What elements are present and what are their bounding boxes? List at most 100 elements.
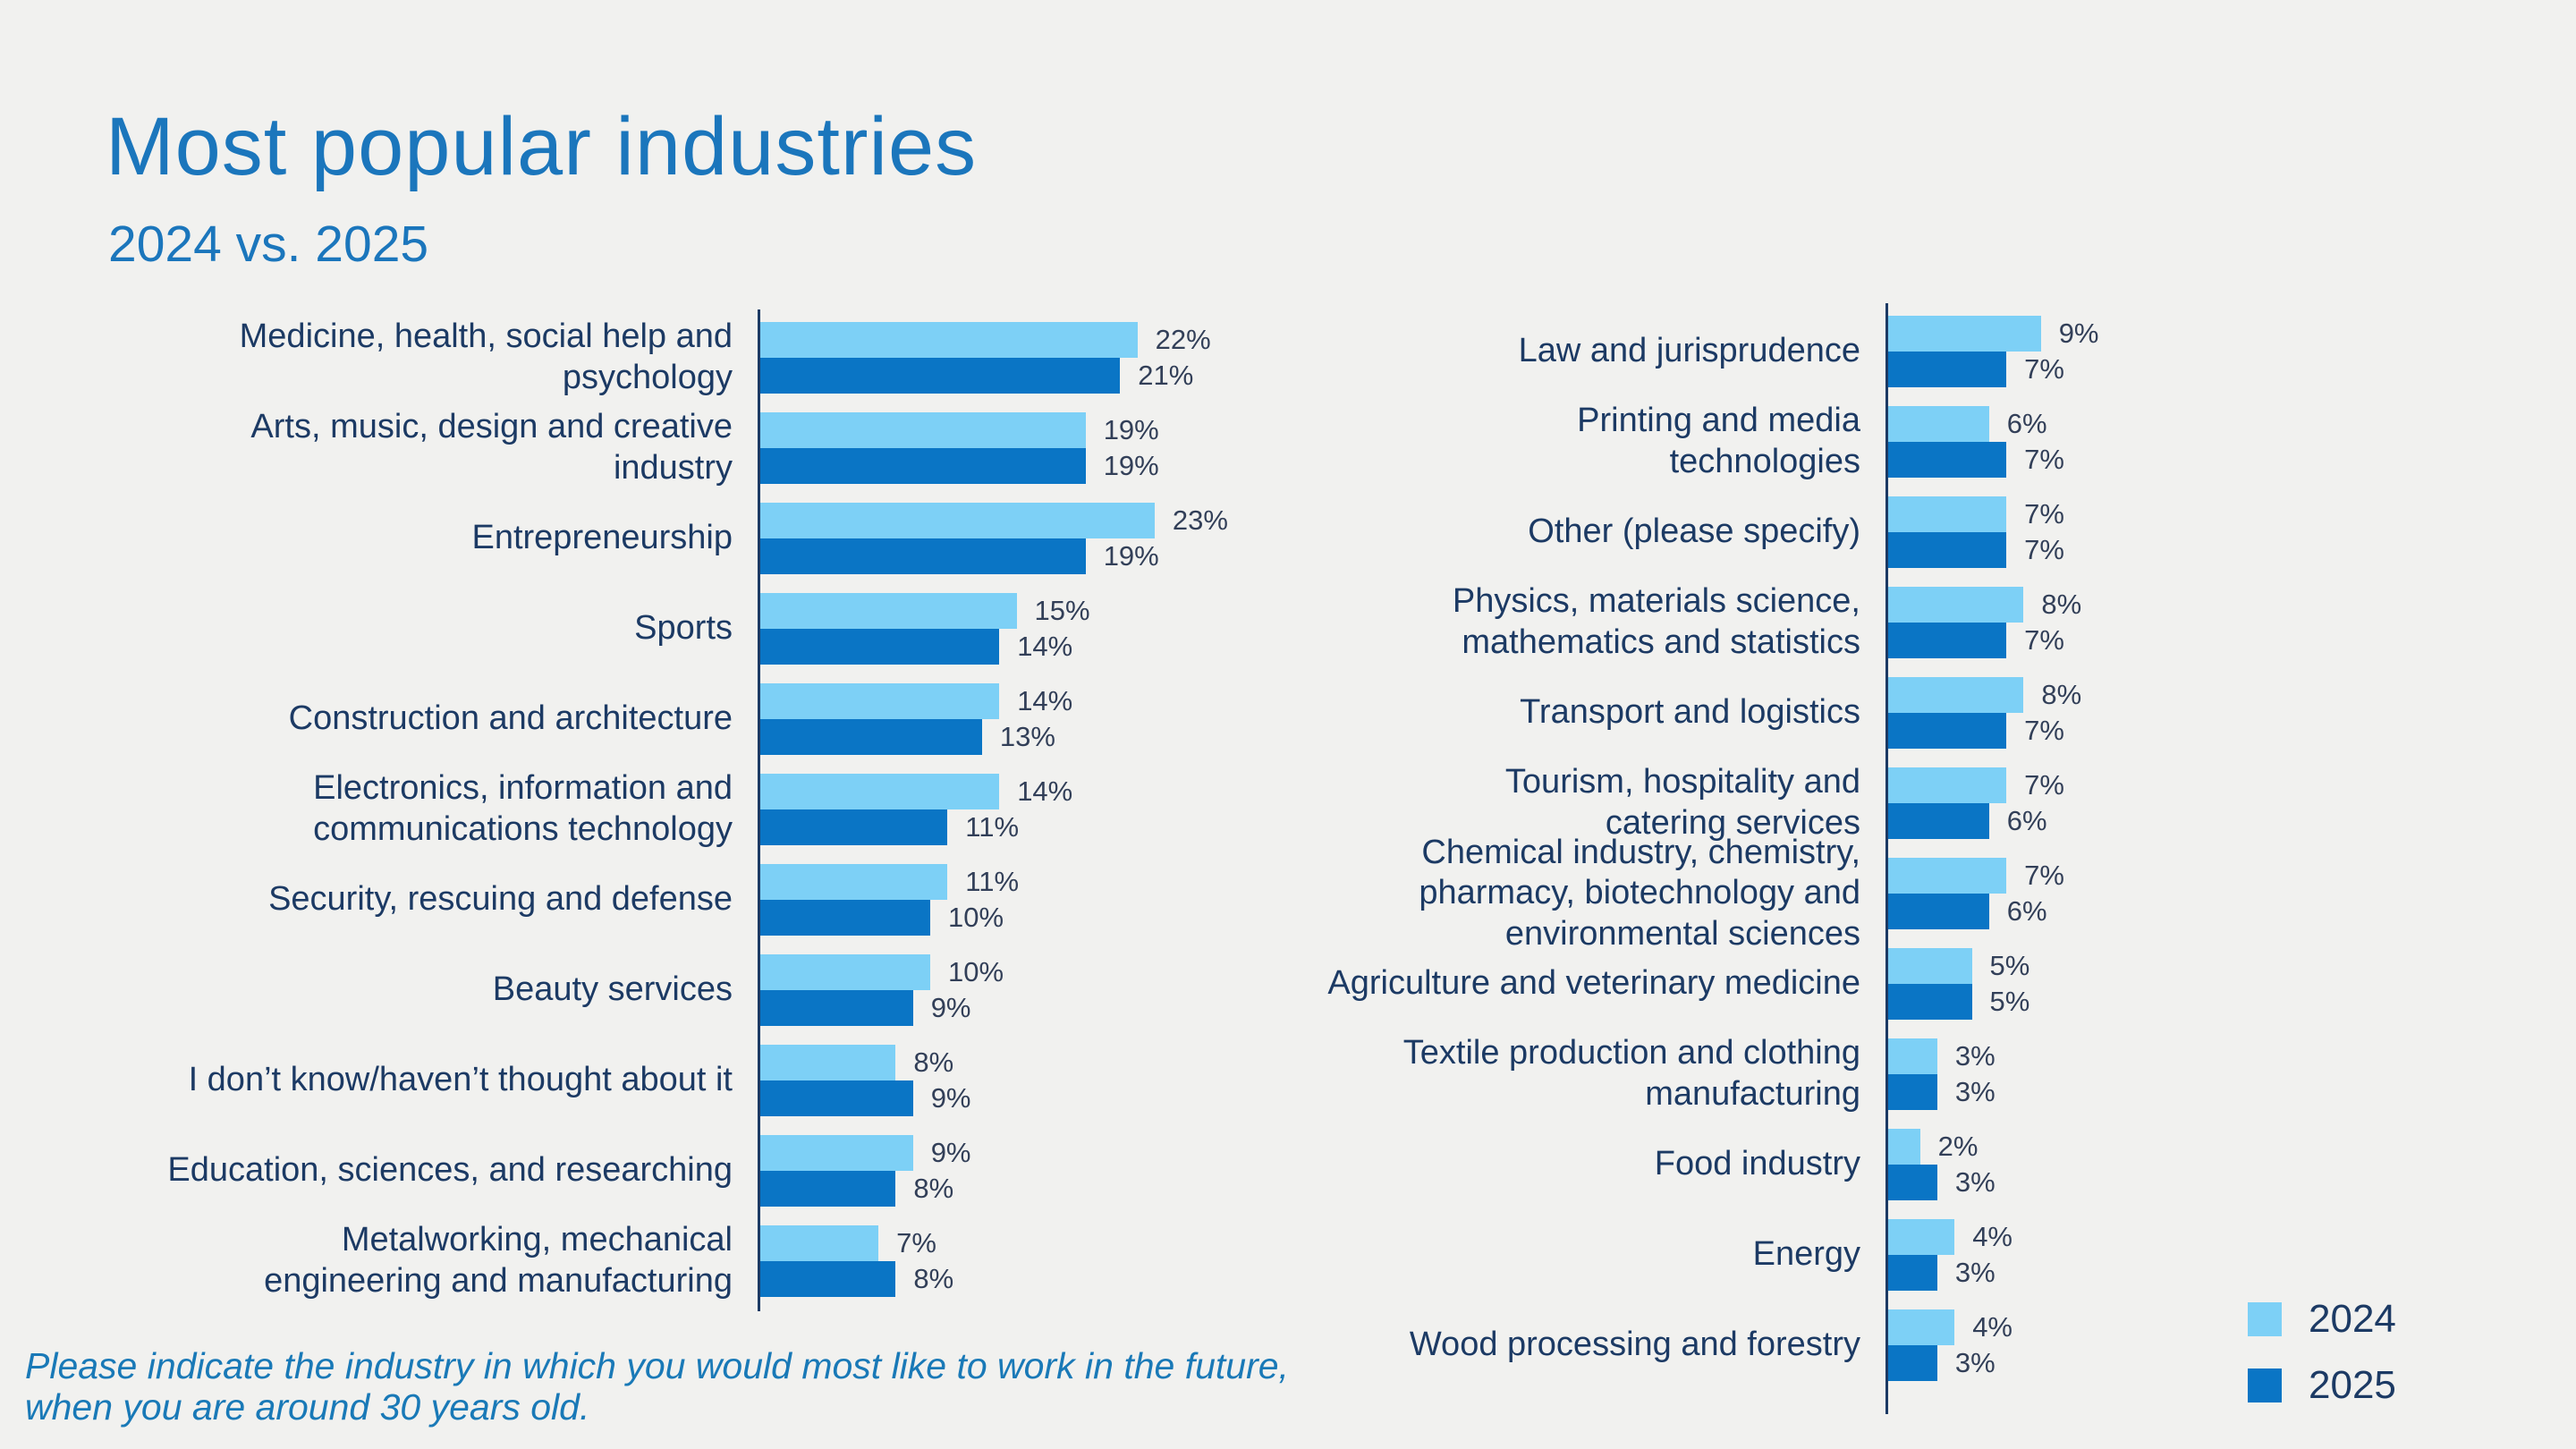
category-row: Other (please specify) 7% 7% [1199,496,2254,587]
bar-2024 [1885,587,2024,623]
value-label-2025: 14% [1017,631,1073,662]
bar-pair: 8% 9% [758,1045,971,1116]
bar-line-2025: 7% [1885,713,2081,749]
value-label-2024: 3% [1954,1040,1996,1072]
bar-2025 [1885,532,2007,568]
bar-pair: 11% 10% [758,864,1019,936]
axis-line-left [758,309,760,1311]
category-label: Entrepreneurship [471,519,733,557]
bar-2025 [1885,623,2007,658]
value-label-2025: 7% [2024,353,2064,385]
bar-pair: 2% 3% [1885,1129,1996,1200]
legend-swatch-2025-icon [2248,1368,2282,1402]
category-row: Physics, materials science, mathematics … [1199,582,2254,677]
page-title: Most popular industries [106,101,978,192]
category-row: Printing and media technologies 6% 7% [1199,402,2254,496]
bar-line-2024: 14% [758,774,1072,809]
bar-pair: 4% 3% [1885,1309,2012,1381]
value-label-2025: 11% [965,811,1020,843]
bar-pair: 22% 21% [758,322,1211,394]
category-label: Tourism, hospitality and catering servic… [1504,763,1860,842]
value-label-2025: 3% [1954,1257,1996,1288]
bar-2024 [758,1045,896,1080]
survey-question-line2: when you are around 30 years old. [25,1386,590,1428]
bar-line-2024: 3% [1885,1038,1996,1074]
category-row: Law and jurisprudence 9% 7% [1199,316,2254,406]
bar-2024 [758,864,948,900]
value-label-2025: 5% [1989,986,2030,1017]
value-label-2025: 6% [2006,895,2047,927]
bar-2025 [1885,442,2007,478]
category-label: Physics, materials science, mathematics … [1452,582,1860,661]
value-label-2024: 7% [2024,860,2064,891]
value-label-2025: 9% [930,1082,971,1114]
category-label: Metalworking, mechanical engineering and… [264,1221,733,1300]
category-row: Entrepreneurship 23% 19% [96,503,1312,593]
value-label-2025: 7% [2024,444,2064,475]
bar-2024 [1885,858,2007,894]
bar-2025 [1885,713,2007,749]
category-label: Textile production and clothing manufact… [1402,1034,1860,1113]
value-label-2024: 22% [1155,324,1211,355]
bar-line-2024: 9% [758,1135,971,1171]
category-label: Education, sciences, and researching [167,1151,733,1190]
category-label: Security, rescuing and defense [268,880,733,919]
bar-2024 [1885,316,2041,352]
category-label: Electronics, information and communicati… [313,769,733,848]
bar-line-2024: 14% [758,683,1072,719]
value-label-2024: 11% [965,866,1020,897]
bar-line-2025: 7% [1885,442,2064,478]
category-label: Arts, music, design and creative industr… [250,408,733,487]
value-label-2025: 8% [913,1173,954,1204]
bar-line-2024: 9% [1885,316,2099,352]
bar-2024 [758,683,1000,719]
category-label: Energy [1752,1235,1860,1274]
bar-line-2025: 10% [758,900,1019,936]
category-row: Metalworking, mechanical engineering and… [96,1221,1312,1316]
value-label-2024: 14% [1017,775,1073,807]
bar-line-2025: 14% [758,629,1090,665]
category-label: Food industry [1654,1145,1860,1183]
chart-rows-right: Law and jurisprudence 9% 7% Printing and me… [1199,316,2254,1400]
bar-line-2024: 4% [1885,1219,2012,1255]
bar-line-2024: 8% [758,1045,971,1080]
bar-2025 [758,990,913,1026]
chart-panel-right: Law and jurisprudence 9% 7% Printing and me… [1199,303,2254,1414]
value-label-2025: 3% [1954,1166,1996,1198]
bar-pair: 19% 19% [758,412,1159,484]
bar-2025 [758,900,930,936]
bar-2024 [1885,677,2024,713]
category-label: Construction and architecture [288,699,733,738]
bar-2024 [1885,406,1989,442]
bar-pair: 10% 9% [758,954,1004,1026]
value-label-2025: 10% [948,902,1004,933]
bar-line-2024: 2% [1885,1129,1996,1165]
bar-line-2025: 19% [758,538,1228,574]
bar-2024 [1885,948,1972,984]
category-label: Wood processing and forestry [1409,1326,1860,1364]
bar-line-2024: 7% [1885,496,2064,532]
value-label-2024: 5% [1989,950,2030,981]
bar-line-2024: 10% [758,954,1004,990]
category-row: Construction and architecture 14% 13% [96,683,1312,774]
bar-line-2025: 7% [1885,532,2064,568]
bar-2025 [1885,1165,1937,1200]
category-row: Beauty services 10% 9% [96,954,1312,1045]
bar-line-2025: 9% [758,1080,971,1116]
bar-2024 [758,412,1086,448]
bar-2025 [758,629,1000,665]
bar-line-2024: 5% [1885,948,2029,984]
bar-2025 [758,719,982,755]
bar-line-2024: 8% [1885,587,2081,623]
bar-2025 [1885,984,1972,1020]
legend-label-2024: 2024 [2309,1297,2396,1341]
bar-line-2024: 6% [1885,406,2064,442]
bar-pair: 9% 8% [758,1135,971,1207]
category-row: Wood processing and forestry 4% 3% [1199,1309,2254,1400]
category-label: Sports [634,609,733,648]
category-row: Textile production and clothing manufact… [1199,1034,2254,1129]
bar-line-2025: 8% [758,1171,971,1207]
bar-line-2024: 19% [758,412,1159,448]
bar-line-2025: 3% [1885,1165,1996,1200]
